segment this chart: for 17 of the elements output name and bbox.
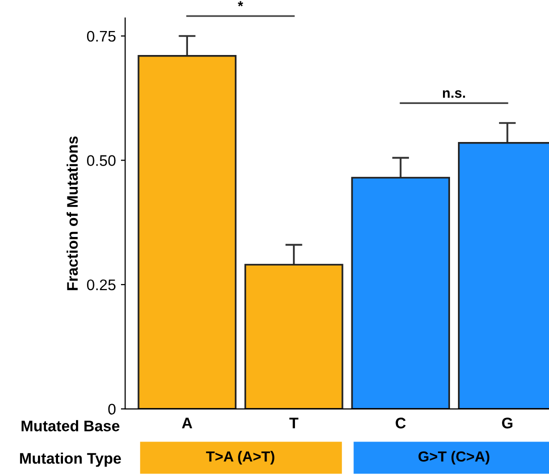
y-tick-label: 0.50 bbox=[87, 155, 116, 166]
text: T>A (A>T) bbox=[206, 450, 274, 465]
x-tick-label: T bbox=[289, 418, 298, 428]
x-tick-label: C bbox=[396, 418, 406, 428]
y-tick-label: 0.25 bbox=[87, 279, 116, 290]
text: Mutated Base bbox=[22, 420, 120, 432]
text: * bbox=[238, 1, 244, 6]
y-tick-label: 0.75 bbox=[87, 30, 116, 42]
bar bbox=[138, 55, 236, 409]
annotation: n.s. bbox=[442, 90, 465, 98]
x-tick-label: A bbox=[182, 418, 192, 428]
text: Mutation Type bbox=[20, 452, 121, 467]
text: G>T (C>A) bbox=[418, 450, 490, 465]
y-axis-title: Fraction of Mutations bbox=[66, 136, 78, 290]
bar bbox=[244, 264, 344, 409]
x-tick-label: G bbox=[502, 418, 512, 428]
y-tick-label: 0 bbox=[108, 404, 116, 415]
